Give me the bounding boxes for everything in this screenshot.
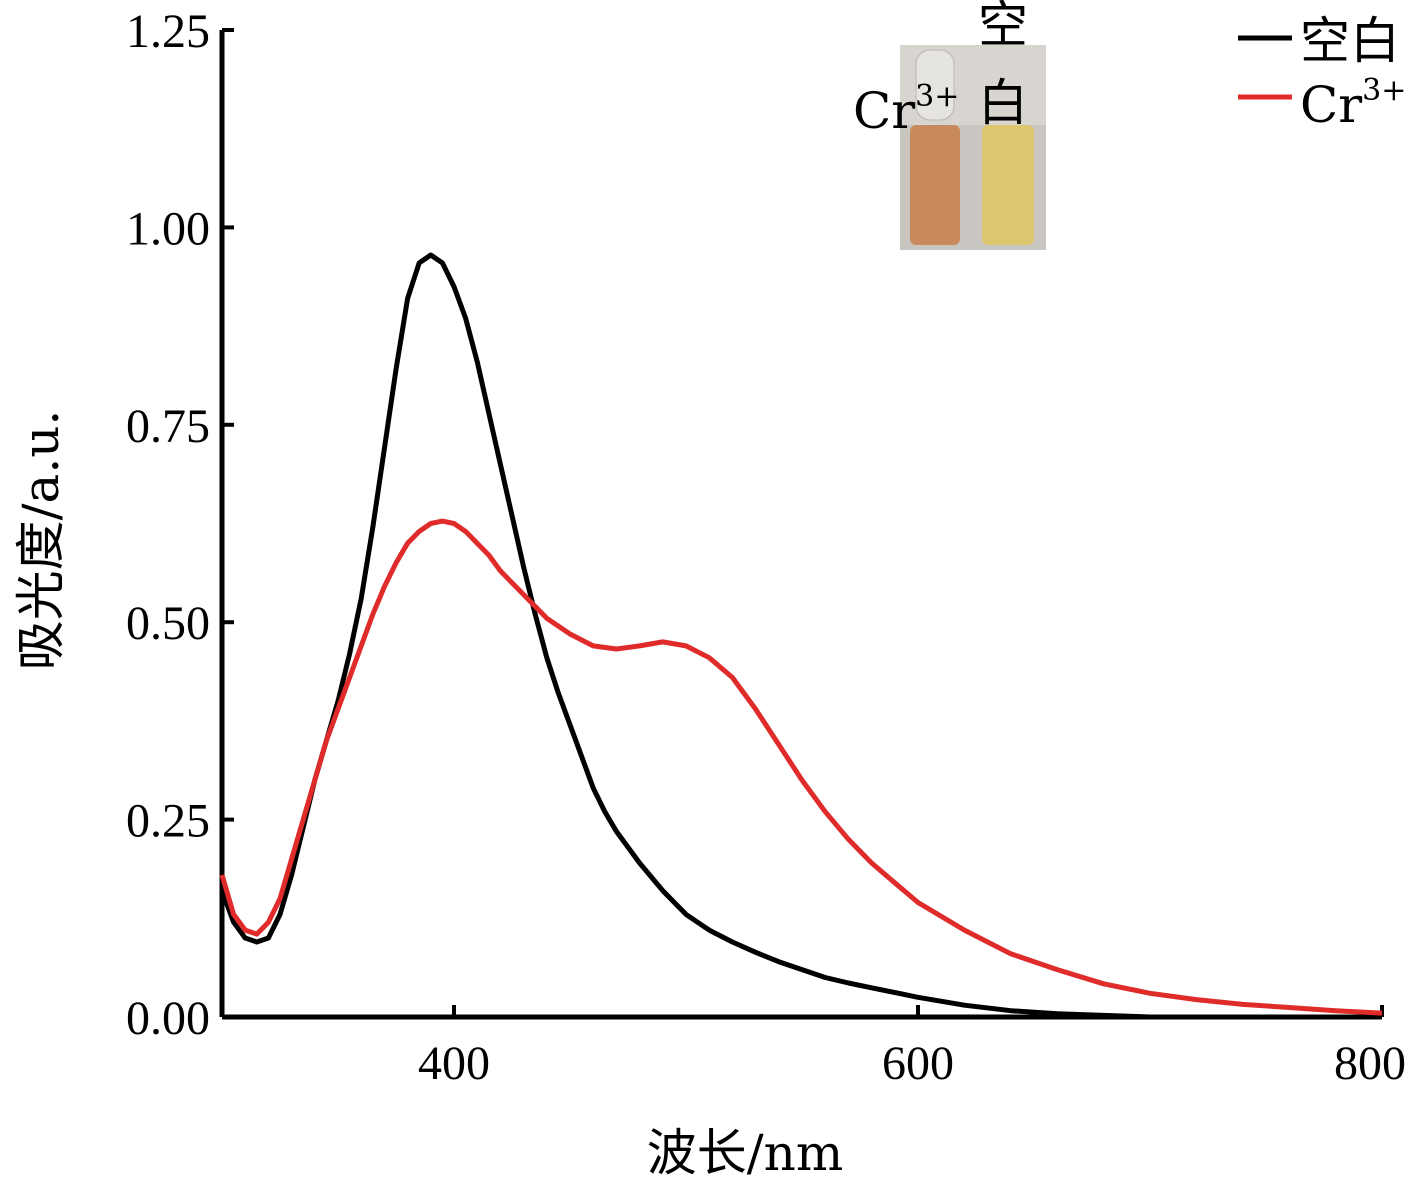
- x-axis-title: 波长/nm: [647, 1124, 843, 1181]
- x-ticks: 400 600 800: [418, 1005, 1406, 1090]
- series-line-cr: [219, 518, 1383, 1016]
- y-tick-label: 0.00: [126, 992, 210, 1045]
- x-tick-label: 400: [418, 1037, 490, 1090]
- inset-label-blank-top: 空: [978, 0, 1028, 54]
- legend-label-cr: Cr3+: [1300, 73, 1406, 134]
- axes: [219, 30, 1382, 1020]
- inset-photo: Cr3+ 空 白: [853, 0, 1046, 250]
- inset-label-cr: Cr3+: [853, 79, 959, 140]
- vial-cr: [910, 125, 960, 245]
- y-tick-label: 0.25: [126, 795, 210, 848]
- series-line-blank: [219, 252, 1382, 1020]
- series-group: [219, 252, 1383, 1020]
- inset-label-blank-bottom: 白: [978, 74, 1028, 132]
- y-tick-label: 0.75: [126, 400, 210, 453]
- y-axis-title: 吸光度/a.u.: [12, 410, 70, 671]
- y-tick-label: 0.50: [126, 597, 210, 650]
- y-tick-label: 1.25: [126, 5, 210, 58]
- y-tick-label: 1.00: [126, 202, 210, 255]
- x-tick-label: 600: [882, 1037, 954, 1090]
- x-tick-label: 800: [1334, 1037, 1406, 1090]
- vial-blank: [982, 125, 1034, 245]
- y-ticks: 0.00 0.25 0.50 0.75 1.00 1.25: [126, 5, 234, 1045]
- legend: 空白 Cr3+: [1238, 12, 1406, 134]
- vial-cr-cap: [915, 49, 955, 121]
- legend-label-blank: 空白: [1300, 12, 1400, 70]
